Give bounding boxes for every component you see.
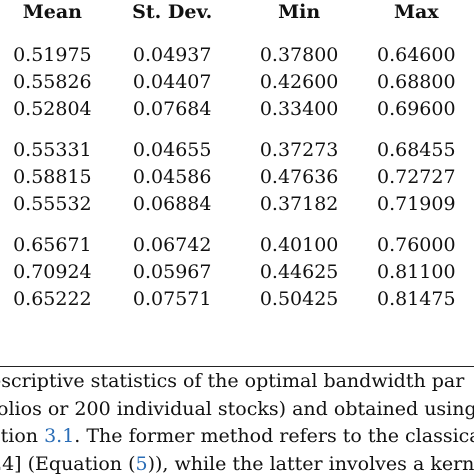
cell-min: 0.33400 xyxy=(259,98,339,120)
cell-mean: 0.55826 xyxy=(13,71,92,93)
table-row: 0.70924 0.05967 0.44625 0.81100 xyxy=(0,259,474,286)
caption-line-3-text: ction xyxy=(0,425,39,447)
caption-line-3: ction 3.1. The former method refers to t… xyxy=(0,423,474,451)
cell-min: 0.42600 xyxy=(259,71,339,93)
caption-line-4-rest: )), while the latter involves a kernel a xyxy=(147,452,474,474)
column-header-st-dev: St. Dev. xyxy=(132,1,213,23)
column-header-mean: Mean xyxy=(22,1,82,23)
caption-line-2: folios or 200 individual stocks) and obt… xyxy=(0,397,474,420)
cell-st-dev: 0.04407 xyxy=(132,71,212,93)
cell-mean: 0.70924 xyxy=(13,261,92,283)
cell-min: 0.40100 xyxy=(259,234,339,256)
cell-min: 0.47636 xyxy=(259,166,339,188)
cell-mean: 0.65671 xyxy=(13,234,92,256)
table-header-row: Mean St. Dev. Min Max xyxy=(0,0,474,30)
column-header-max: Max xyxy=(393,1,439,23)
table-row: 0.55532 0.06884 0.37182 0.71909 xyxy=(0,191,474,218)
caption-line-3-rest: . The former method refers to the classi… xyxy=(74,425,474,447)
cell-st-dev: 0.07684 xyxy=(132,98,212,120)
cell-st-dev: 0.04655 xyxy=(132,139,212,161)
table-row: 0.51975 0.04937 0.37800 0.64600 xyxy=(0,42,474,69)
cell-st-dev: 0.04586 xyxy=(132,166,212,188)
statistics-table: Mean St. Dev. Min Max 0.51975 0.04937 0.37… xyxy=(0,0,474,313)
table-row: 0.58815 0.04586 0.47636 0.72727 xyxy=(0,164,474,191)
caption-line-1: escriptive statistics of the optimal ban… xyxy=(0,370,465,392)
cell-max: 0.81475 xyxy=(377,288,456,310)
group-spacer xyxy=(0,218,474,232)
cell-max: 0.68800 xyxy=(377,71,456,93)
table-caption: escriptive statistics of the optimal ban… xyxy=(0,368,474,474)
table-row: 0.65671 0.06742 0.40100 0.76000 xyxy=(0,232,474,259)
group-spacer-cell xyxy=(0,218,474,232)
cell-st-dev: 0.04937 xyxy=(132,44,212,66)
cell-max: 0.71909 xyxy=(377,193,456,215)
cell-min: 0.37800 xyxy=(259,44,339,66)
group-spacer-cell xyxy=(0,30,474,42)
table-row: 0.65222 0.07571 0.50425 0.81475 xyxy=(0,286,474,313)
cell-max: 0.69600 xyxy=(377,98,456,120)
table-row: 0.52804 0.07684 0.33400 0.69600 xyxy=(0,96,474,123)
table-body: 0.51975 0.04937 0.37800 0.64600 0.55826 0.044… xyxy=(0,30,474,313)
cell-mean: 0.65222 xyxy=(13,288,92,310)
cell-mean: 0.55331 xyxy=(13,139,92,161)
cell-max: 0.81100 xyxy=(377,261,456,283)
cell-max: 0.64600 xyxy=(377,44,456,66)
caption-line-4-text: 24] (Equation ( xyxy=(0,452,136,474)
cell-mean: 0.51975 xyxy=(13,44,92,66)
group-spacer xyxy=(0,123,474,137)
group-spacer xyxy=(0,30,474,42)
cell-max: 0.76000 xyxy=(377,234,456,256)
cell-st-dev: 0.05967 xyxy=(132,261,212,283)
cell-mean: 0.52804 xyxy=(13,98,92,120)
section-reference-link[interactable]: 3.1 xyxy=(44,425,75,447)
cell-mean: 0.58815 xyxy=(13,166,92,188)
cell-max: 0.68455 xyxy=(377,139,456,161)
cell-st-dev: 0.06742 xyxy=(132,234,212,256)
cell-min: 0.37182 xyxy=(259,193,339,215)
equation-reference-link[interactable]: 5 xyxy=(135,452,148,474)
column-header-min: Min xyxy=(278,1,321,23)
cell-min: 0.37273 xyxy=(259,139,339,161)
cell-max: 0.72727 xyxy=(377,166,456,188)
cell-st-dev: 0.06884 xyxy=(132,193,212,215)
cell-min: 0.44625 xyxy=(259,261,339,283)
cell-st-dev: 0.07571 xyxy=(132,288,212,310)
group-spacer-cell xyxy=(0,123,474,137)
cell-mean: 0.55532 xyxy=(13,193,92,215)
table-row: 0.55826 0.04407 0.42600 0.68800 xyxy=(0,69,474,96)
caption-line-4: 24] (Equation (5)), while the latter inv… xyxy=(0,451,474,474)
cell-min: 0.50425 xyxy=(259,288,339,310)
table-bottom-rule xyxy=(0,366,474,367)
table-row: 0.55331 0.04655 0.37273 0.68455 xyxy=(0,137,474,164)
